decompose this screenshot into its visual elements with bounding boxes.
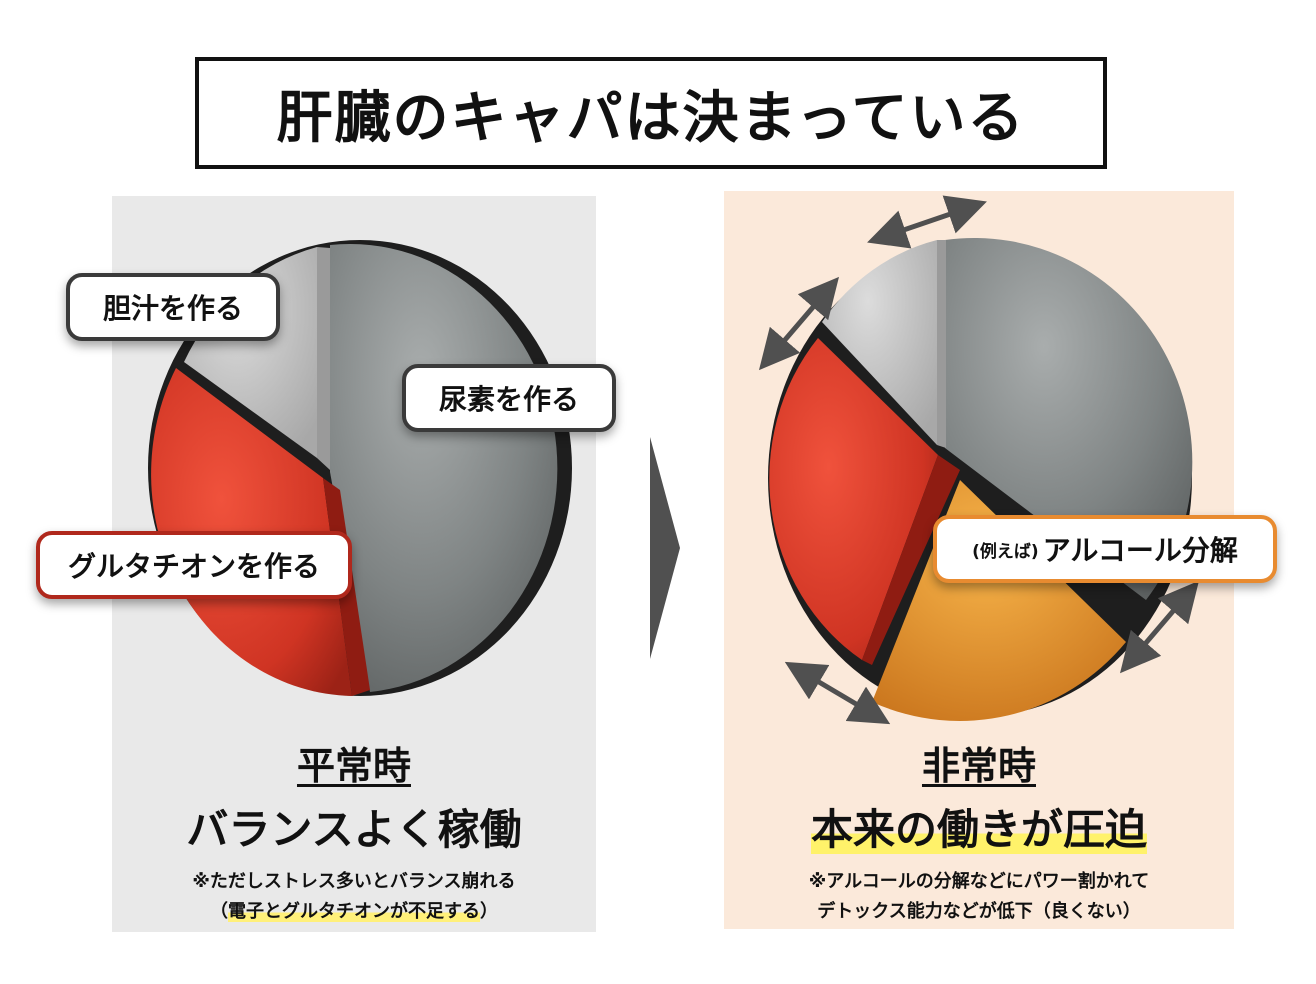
label-urea: 尿素を作る xyxy=(402,364,616,432)
label-glutathione-text: グルタチオンを作る xyxy=(67,550,320,583)
title-box: 肝臓のキャパは決まっている xyxy=(195,57,1107,169)
right-triangle-arrow-icon xyxy=(650,437,680,659)
page-title: 肝臓のキャパは決まっている xyxy=(276,85,1026,151)
right-state-main: 本来の働きが圧迫 xyxy=(810,805,1147,854)
left-state-title: 平常時 xyxy=(296,744,411,788)
right-state-main-wrap: 本来の働きが圧迫 xyxy=(724,796,1234,857)
label-glutathione: グルタチオンを作る xyxy=(36,531,352,599)
label-bile-text: 胆汁を作る xyxy=(102,292,243,325)
right-note-line1: ※アルコールの分解などにパワー割かれて xyxy=(808,871,1150,892)
right-state-title: 非常時 xyxy=(921,744,1036,788)
left-note-line1: ※ただしストレス多いとバランス崩れる xyxy=(192,871,516,892)
label-bile: 胆汁を作る xyxy=(66,273,280,341)
left-caption: 平常時 バランスよく稼働 ※ただしストレス多いとバランス崩れる （電子とグルタチ… xyxy=(112,735,596,927)
label-urea-text: 尿素を作る xyxy=(438,383,579,416)
left-note-prefix: （ xyxy=(210,901,228,922)
left-note-suffix: ） xyxy=(480,901,498,922)
left-note-highlight: 電子とグルタチオンが不足する xyxy=(228,901,480,922)
left-note-line2: （電子とグルタチオンが不足する） xyxy=(112,897,596,927)
left-state-main: バランスよく稼働 xyxy=(186,805,522,854)
right-caption: 非常時 本来の働きが圧迫 ※アルコールの分解などにパワー割かれて デトックス能力… xyxy=(724,735,1234,927)
label-alcohol-text: アルコール分解 xyxy=(1042,534,1238,567)
label-alcohol: (例えば) アルコール分解 xyxy=(933,515,1277,583)
right-note-line2: デトックス能力などが低下（良くない） xyxy=(817,901,1141,922)
label-alcohol-prefix: (例えば) xyxy=(972,541,1039,562)
